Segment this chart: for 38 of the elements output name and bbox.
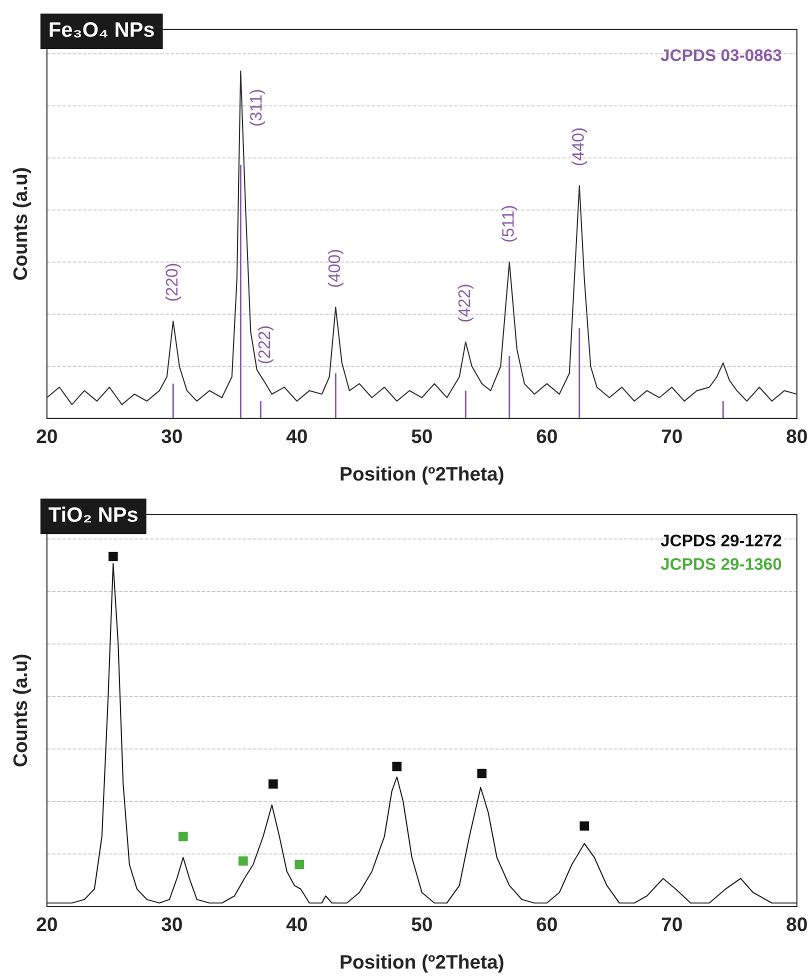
x-tick-label: 80 (786, 429, 807, 444)
point (178, 832, 188, 842)
text: JCPDS 03-0863 (660, 49, 782, 62)
x-tick-label: 20 (36, 429, 57, 444)
y-axis-title: Counts (a.u) (12, 168, 31, 280)
chart-title: Fe₃O₄ NPs (50, 22, 154, 38)
x-tick-label: 70 (662, 917, 682, 932)
x-tick-label: 40 (286, 917, 307, 932)
x-tick-label: 50 (412, 429, 432, 444)
x-tick-label: 70 (662, 429, 682, 444)
x-tick-label: 50 (412, 917, 432, 932)
annotation: (222) (258, 326, 274, 364)
annotation: (440) (572, 128, 588, 166)
point (108, 552, 118, 562)
annotation: (511) (502, 206, 518, 242)
x-tick-label: 80 (786, 917, 807, 932)
y-axis-title: Counts (a.u) (12, 654, 31, 766)
point (580, 821, 590, 831)
annotation: (311) (250, 90, 266, 126)
x-axis-title: Position (º2Theta) (340, 466, 504, 485)
point (268, 779, 278, 789)
text: JCPDS 29-1360 (660, 558, 782, 570)
x-tick-label: 20 (36, 917, 57, 932)
x-tick-label: 30 (162, 917, 182, 932)
x-axis-title: Position (º2Theta) (340, 954, 504, 973)
point (238, 856, 248, 866)
point (477, 768, 487, 778)
point (392, 762, 402, 772)
chart-title: TiO₂ NPs (48, 506, 138, 522)
annotation: (220) (165, 264, 181, 301)
x-tick-label: 30 (162, 429, 182, 444)
text: JCPDS 29-1272 (660, 534, 782, 546)
point (294, 860, 304, 870)
x-tick-label: 40 (286, 429, 307, 444)
x-tick-label: 60 (536, 917, 557, 932)
x-tick-label: 60 (536, 429, 557, 444)
annotation: (422) (458, 284, 474, 322)
annotation: (400) (328, 250, 344, 287)
